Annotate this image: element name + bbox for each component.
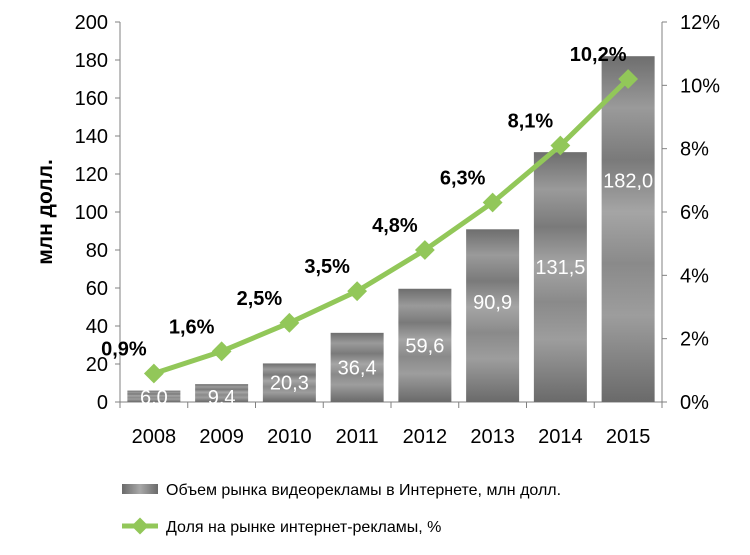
line-value-label: 0,9% bbox=[101, 339, 147, 361]
x-tick-label: 2012 bbox=[403, 426, 448, 448]
x-tick-label: 2008 bbox=[132, 426, 177, 448]
x-tick-label: 2015 bbox=[606, 426, 651, 448]
y-tick-label: 160 bbox=[75, 88, 108, 110]
legend: Объем рынка видеорекламы в Интернете, мл… bbox=[122, 482, 561, 536]
bar-value-label: 9,4 bbox=[208, 387, 236, 409]
line-value-label: 1,6% bbox=[169, 316, 215, 338]
line-point bbox=[482, 192, 503, 213]
bars bbox=[127, 56, 655, 402]
line-point bbox=[347, 281, 368, 302]
data-labels: 6,0 9,4 20,3 36,4 59,6 90,9 131,5 182,0 0,9% 1,6%… bbox=[101, 44, 653, 409]
y-tick-label: 60 bbox=[86, 278, 108, 300]
y-tick-label: 100 bbox=[75, 202, 108, 224]
line-point bbox=[414, 240, 435, 260]
y-axis-title: млн долл. bbox=[34, 159, 57, 265]
y-tick-label: 180 bbox=[75, 50, 108, 72]
bar-value-label: 90,9 bbox=[473, 292, 512, 314]
legend-line-marker bbox=[131, 517, 149, 535]
y-tick-label: 200 bbox=[75, 12, 108, 34]
bar-value-label: 182,0 bbox=[603, 171, 653, 193]
line-value-label: 10,2% bbox=[570, 44, 627, 66]
y2-tick-label: 8% bbox=[680, 139, 709, 161]
line-series bbox=[143, 69, 639, 384]
bar bbox=[195, 384, 249, 402]
y-tick-label: 20 bbox=[86, 354, 108, 376]
x-tick-label: 2011 bbox=[336, 426, 379, 448]
bar bbox=[127, 390, 181, 402]
bar-value-label: 36,4 bbox=[338, 357, 377, 379]
bar-value-label: 20,3 bbox=[270, 373, 309, 395]
line-value-label: 6,3% bbox=[440, 168, 486, 190]
legend-bar-swatch bbox=[122, 484, 158, 494]
bar bbox=[262, 363, 316, 402]
x-tick-label: 2010 bbox=[267, 426, 312, 448]
y2-tick-label: 6% bbox=[680, 202, 709, 224]
line-value-label: 3,5% bbox=[304, 256, 350, 278]
legend-bar-label: Объем рынка видеорекламы в Интернете, мл… bbox=[166, 482, 561, 499]
y2-tick-label: 2% bbox=[680, 329, 709, 351]
y2-tick-label: 10% bbox=[680, 75, 720, 97]
bar-value-label: 131,5 bbox=[535, 257, 585, 279]
x-tick-label: 2009 bbox=[199, 426, 244, 448]
y-tick-label: 80 bbox=[86, 240, 108, 262]
line-value-label: 2,5% bbox=[237, 288, 283, 310]
y-tick-label: 120 bbox=[75, 164, 108, 186]
x-tick-label: 2014 bbox=[538, 426, 583, 448]
x-tick-label: 2013 bbox=[470, 426, 515, 448]
bar-value-label: 6,0 bbox=[140, 387, 168, 409]
y2-tick-label: 4% bbox=[680, 265, 709, 287]
y-tick-label: 0 bbox=[97, 392, 108, 414]
bar-value-label: 59,6 bbox=[405, 335, 444, 357]
line-value-label: 4,8% bbox=[372, 215, 418, 237]
axes: 0 20 40 60 80 100 120 140 160 180 200 0% 2% 4% 6% 8% 10%… bbox=[34, 12, 720, 448]
y-tick-label: 40 bbox=[86, 316, 108, 338]
y2-tick-label: 0% bbox=[680, 392, 709, 414]
y2-tick-label: 12% bbox=[680, 12, 720, 34]
line-path bbox=[153, 77, 630, 376]
bar bbox=[330, 332, 384, 402]
line-point bbox=[143, 363, 164, 384]
line-point bbox=[279, 312, 300, 333]
bar bbox=[398, 288, 452, 402]
y-tick-label: 140 bbox=[75, 126, 108, 148]
line-value-label: 8,1% bbox=[508, 111, 554, 133]
bar bbox=[466, 229, 520, 402]
line-point bbox=[211, 341, 232, 362]
bar bbox=[533, 152, 587, 402]
bar bbox=[601, 56, 655, 402]
legend-line-label: Доля на рынке интернет-рекламы, % bbox=[166, 519, 441, 536]
